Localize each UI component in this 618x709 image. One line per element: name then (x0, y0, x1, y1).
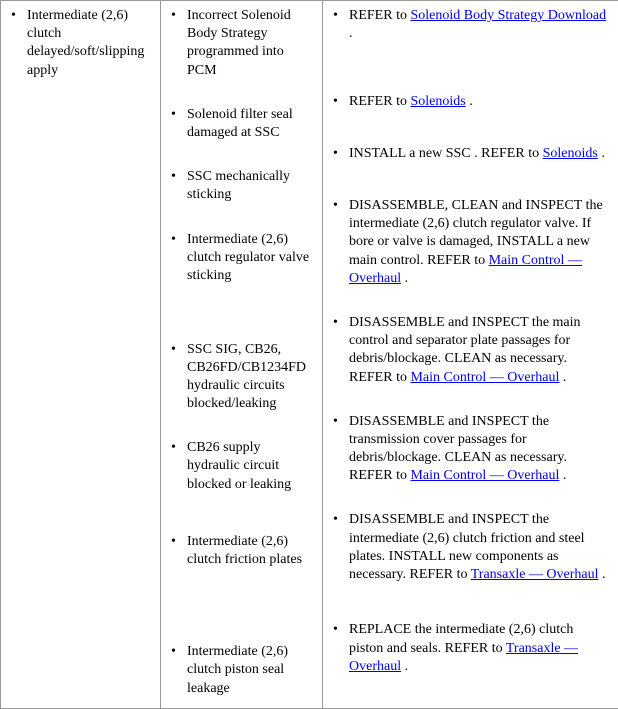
cause-item: Intermediate (2,6) clutch regulator valv… (165, 227, 318, 319)
cause-text: Incorrect Solenoid Body Strategy program… (187, 8, 291, 78)
table-row: Intermediate (2,6) clutch delayed/soft/s… (1, 1, 618, 709)
reference-link[interactable]: Main Control — Overhaul (410, 370, 559, 385)
cause-item: Intermediate (2,6) clutch friction plate… (165, 529, 318, 621)
action-item: DISASSEMBLE and INSPECT the transmission… (327, 409, 614, 490)
reference-link[interactable]: Main Control — Overhaul (410, 468, 559, 483)
reference-link[interactable]: Transaxle — Overhaul (471, 567, 599, 582)
reference-link[interactable]: Solenoids (410, 94, 465, 109)
action-item: INSTALL a new SSC . REFER to Solenoids . (327, 141, 614, 175)
cause-item: Intermediate (2,6) clutch piston seal le… (165, 639, 318, 702)
cause-text: SSC SIG, CB26, CB26FD/CB1234FD hydraulic… (187, 342, 306, 412)
cause-text: Intermediate (2,6) clutch regulator valv… (187, 232, 309, 283)
action-post: . (349, 26, 353, 41)
cause-item: Incorrect Solenoid Body Strategy program… (165, 3, 318, 84)
cause-text: Intermediate (2,6) clutch friction plate… (187, 534, 302, 567)
cause-cell: Incorrect Solenoid Body Strategy program… (161, 1, 323, 709)
action-post: . (401, 271, 408, 286)
cause-text: Solenoid filter seal damaged at SSC (187, 107, 293, 140)
symptom-item: Intermediate (2,6) clutch delayed/soft/s… (5, 3, 156, 84)
action-item: DISASSEMBLE and INSPECT the intermediate… (327, 507, 614, 599)
cause-item: CB26 supply hydraulic circuit blocked or… (165, 435, 318, 511)
cause-item: SSC mechanically sticking (165, 164, 318, 208)
symptom-text: Intermediate (2,6) clutch delayed/soft/s… (27, 8, 144, 78)
action-cell: REFER to Solenoid Body Strategy Download… (323, 1, 618, 709)
reference-link[interactable]: Solenoid Body Strategy Download (410, 8, 606, 23)
diagnostic-table: Intermediate (2,6) clutch delayed/soft/s… (0, 0, 618, 709)
action-pre: REFER to (349, 8, 410, 23)
cause-item: SSC SIG, CB26, CB26FD/CB1234FD hydraulic… (165, 337, 318, 418)
cause-text: CB26 supply hydraulic circuit blocked or… (187, 440, 291, 491)
action-pre: INSTALL a new SSC . REFER to (349, 146, 543, 161)
action-post: . (401, 659, 408, 674)
action-item: DISASSEMBLE and INSPECT the main control… (327, 310, 614, 391)
action-post: . (466, 94, 473, 109)
action-post: . (598, 146, 605, 161)
cause-text: Intermediate (2,6) clutch piston seal le… (187, 644, 288, 695)
action-post: . (599, 567, 606, 582)
cause-item: Solenoid filter seal damaged at SSC (165, 102, 318, 146)
reference-link[interactable]: Solenoids (543, 146, 598, 161)
action-post: . (559, 468, 566, 483)
action-pre: REFER to (349, 94, 410, 109)
action-item: REFER to Solenoid Body Strategy Download… (327, 3, 614, 71)
action-post: . (559, 370, 566, 385)
action-item: REPLACE the intermediate (2,6) clutch pi… (327, 617, 614, 680)
action-item: REFER to Solenoids . (327, 89, 614, 123)
symptom-cell: Intermediate (2,6) clutch delayed/soft/s… (1, 1, 161, 709)
action-item: DISASSEMBLE, CLEAN and INSPECT the inter… (327, 193, 614, 292)
cause-text: SSC mechanically sticking (187, 169, 290, 202)
